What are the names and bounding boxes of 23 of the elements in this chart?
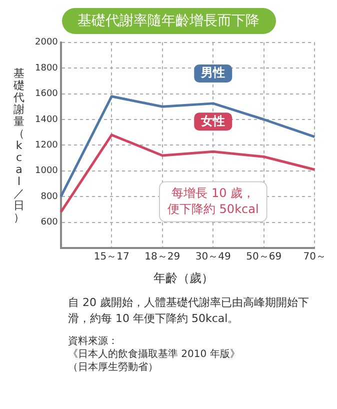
- y-tick-label: 1800: [35, 63, 58, 74]
- y-tick-label: 800: [40, 192, 58, 202]
- text: 基礎代謝量（kcal／日）: [14, 67, 24, 224]
- y-tick-label: 1400: [35, 114, 58, 125]
- x-tick-label: 70～: [303, 252, 326, 263]
- annotation: 每增長 10 歲，便下降約 50kcal: [167, 186, 259, 216]
- y-tick-label: 1000: [35, 166, 58, 176]
- y-tick-label: 1200: [35, 140, 58, 151]
- source-note: 資料來源：: [68, 335, 119, 348]
- x-tick-label: 15～17: [94, 252, 130, 263]
- x-tick-label: 18～29: [144, 252, 180, 263]
- text: 自 20 歲開始，人體基礎代謝率已由高峰期開始下滑，約每 10 年便下降約 50kcal。: [68, 295, 309, 327]
- chart-title: 基礎代謝率隨年齡增長而下降: [62, 8, 276, 34]
- text: 女性: [200, 114, 226, 128]
- text: 《日本人的飲食攝取基準 2010 年版》: [68, 348, 241, 361]
- x-tick-label: 30～49: [195, 252, 231, 263]
- x-axis-title: 年齡（歲）: [152, 270, 214, 287]
- y-tick-label: 2000: [35, 38, 58, 48]
- y-tick-label: 600: [40, 218, 58, 228]
- text: 男性: [200, 66, 226, 80]
- text: （日本厚生勞動省）: [68, 361, 159, 374]
- y-tick-label: 1600: [35, 89, 58, 100]
- x-tick-label: 50～69: [246, 252, 282, 263]
